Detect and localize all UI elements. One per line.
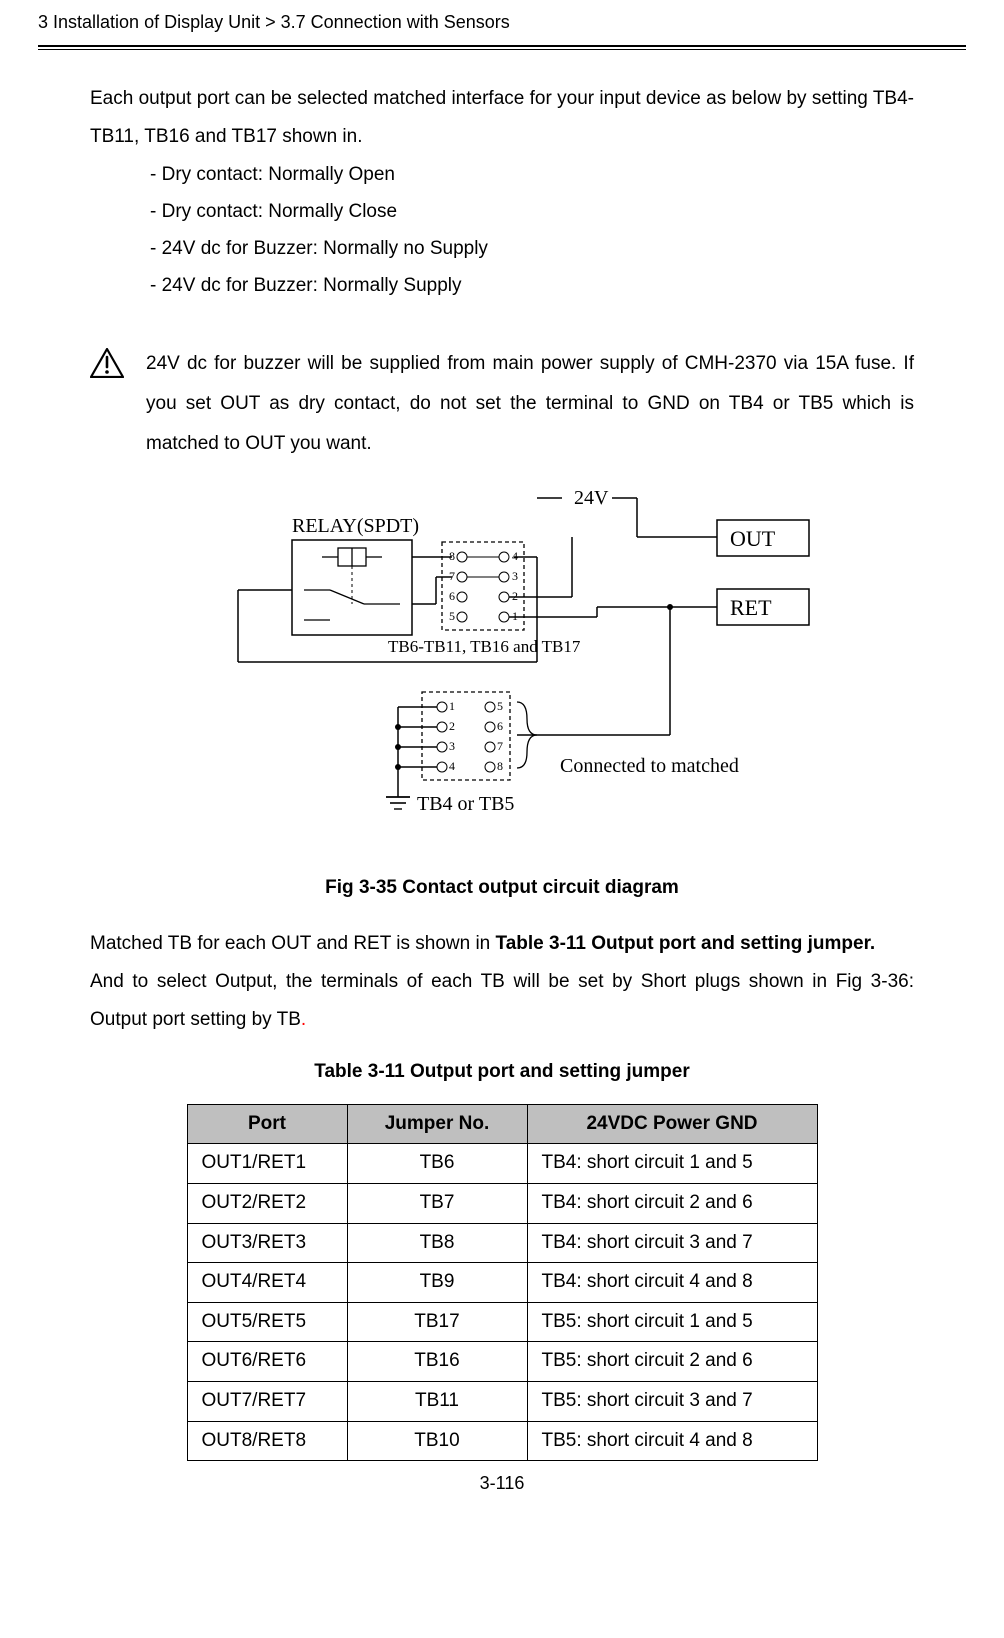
bold-ref: Table 3-11 Output port and setting jumpe… — [496, 933, 876, 954]
pin-label: 5 — [449, 609, 455, 623]
warning-icon — [90, 348, 124, 378]
label-out: OUT — [730, 526, 776, 551]
table-cell: TB11 — [347, 1381, 527, 1421]
intro-paragraph: Each output port can be selected matched… — [90, 80, 914, 156]
pin-label: 6 — [497, 719, 503, 733]
table-cell: OUT5/RET5 — [187, 1302, 347, 1342]
red-dot: . — [301, 1009, 306, 1030]
breadcrumb: 3 Installation of Display Unit > 3.7 Con… — [38, 12, 510, 32]
table-row: OUT6/RET6 TB16 TB5: short circuit 2 and … — [187, 1342, 817, 1382]
warning-text: 24V dc for buzzer will be supplied from … — [146, 344, 914, 464]
pin-label: 2 — [512, 589, 518, 603]
table-cell: OUT2/RET2 — [187, 1184, 347, 1224]
table-row: OUT7/RET7 TB11 TB5: short circuit 3 and … — [187, 1381, 817, 1421]
label-connected: Connected to matched — [560, 755, 739, 777]
label-tb-bottom: TB4 or TB5 — [417, 793, 514, 815]
table-header: 24VDC Power GND — [527, 1104, 817, 1144]
table-cell: TB7 — [347, 1184, 527, 1224]
paragraph-after-fig: Matched TB for each OUT and RET is shown… — [90, 925, 914, 963]
pin-label: 1 — [512, 609, 518, 623]
table-cell: TB9 — [347, 1263, 527, 1303]
list-item: - 24V dc for Buzzer: Normally no Supply — [150, 230, 914, 267]
text-span: Matched TB for each OUT and RET is shown… — [90, 933, 496, 954]
table-row: OUT2/RET2 TB7 TB4: short circuit 2 and 6 — [187, 1184, 817, 1224]
figure-caption: Fig 3-35 Contact output circuit diagram — [90, 875, 914, 902]
table-row: OUT3/RET3 TB8 TB4: short circuit 3 and 7 — [187, 1223, 817, 1263]
list-item: - Dry contact: Normally Close — [150, 193, 914, 230]
table-cell: OUT7/RET7 — [187, 1381, 347, 1421]
pin-label: 2 — [449, 719, 455, 733]
table-cell: TB4: short circuit 3 and 7 — [527, 1223, 817, 1263]
warning-block: 24V dc for buzzer will be supplied from … — [90, 344, 914, 464]
list-item: - 24V dc for Buzzer: Normally Supply — [150, 267, 914, 304]
text-span: And to select Output, the terminals of e… — [90, 971, 914, 1030]
table-row: OUT8/RET8 TB10 TB5: short circuit 4 and … — [187, 1421, 817, 1461]
interface-list: - Dry contact: Normally Open - Dry conta… — [90, 156, 914, 304]
output-port-table: Port Jumper No. 24VDC Power GND OUT1/RET… — [187, 1104, 818, 1461]
pin-label: 6 — [449, 589, 455, 603]
table-cell: TB4: short circuit 2 and 6 — [527, 1184, 817, 1224]
label-ret: RET — [730, 595, 772, 620]
table-header: Port — [187, 1104, 347, 1144]
table-row: OUT4/RET4 TB9 TB4: short circuit 4 and 8 — [187, 1263, 817, 1303]
list-item: - Dry contact: Normally Open — [150, 156, 914, 193]
table-cell: OUT6/RET6 — [187, 1342, 347, 1382]
pin-label: 4 — [512, 549, 518, 563]
table-cell: TB6 — [347, 1144, 527, 1184]
table-cell: TB10 — [347, 1421, 527, 1461]
header-rule-thick — [38, 45, 966, 47]
pin-label: 5 — [497, 699, 503, 713]
page-content: Each output port can be selected matched… — [0, 80, 1004, 1461]
table-header-row: Port Jumper No. 24VDC Power GND — [187, 1104, 817, 1144]
table-caption: Table 3-11 Output port and setting jumpe… — [90, 1059, 914, 1086]
table-cell: OUT8/RET8 — [187, 1421, 347, 1461]
label-24v: 24V — [574, 487, 609, 509]
pin-label: 3 — [512, 569, 518, 583]
table-row: OUT1/RET1 TB6 TB4: short circuit 1 and 5 — [187, 1144, 817, 1184]
paragraph-after-fig-2: And to select Output, the terminals of e… — [90, 963, 914, 1039]
label-tb-top: TB6-TB11, TB16 and TB17 — [388, 637, 581, 656]
table-cell: OUT3/RET3 — [187, 1223, 347, 1263]
table-cell: TB16 — [347, 1342, 527, 1382]
table-row: OUT5/RET5 TB17 TB5: short circuit 1 and … — [187, 1302, 817, 1342]
page-header: 3 Installation of Display Unit > 3.7 Con… — [0, 0, 1004, 41]
pin-label: 4 — [449, 759, 455, 773]
table-cell: TB17 — [347, 1302, 527, 1342]
pin-label: 8 — [497, 759, 503, 773]
table-cell: OUT4/RET4 — [187, 1263, 347, 1303]
table-cell: TB8 — [347, 1223, 527, 1263]
table-cell: TB5: short circuit 1 and 5 — [527, 1302, 817, 1342]
table-cell: TB4: short circuit 1 and 5 — [527, 1144, 817, 1184]
page-number: 3-116 — [0, 1471, 1004, 1496]
pin-label: 7 — [497, 739, 503, 753]
pin-label: 1 — [449, 699, 455, 713]
table-header: Jumper No. — [347, 1104, 527, 1144]
table-cell: TB5: short circuit 2 and 6 — [527, 1342, 817, 1382]
label-relay: RELAY(SPDT) — [292, 515, 419, 537]
table-cell: OUT1/RET1 — [187, 1144, 347, 1184]
circuit-diagram: 24V RELAY(SPDT) — [142, 482, 862, 861]
circuit-svg: 24V RELAY(SPDT) — [142, 482, 862, 852]
table-cell: TB5: short circuit 3 and 7 — [527, 1381, 817, 1421]
pin-label: 7 — [449, 569, 455, 583]
table-cell: TB5: short circuit 4 and 8 — [527, 1421, 817, 1461]
pin-label: 8 — [449, 549, 455, 563]
header-rule-thin — [38, 49, 966, 50]
pin-label: 3 — [449, 739, 455, 753]
table-cell: TB4: short circuit 4 and 8 — [527, 1263, 817, 1303]
